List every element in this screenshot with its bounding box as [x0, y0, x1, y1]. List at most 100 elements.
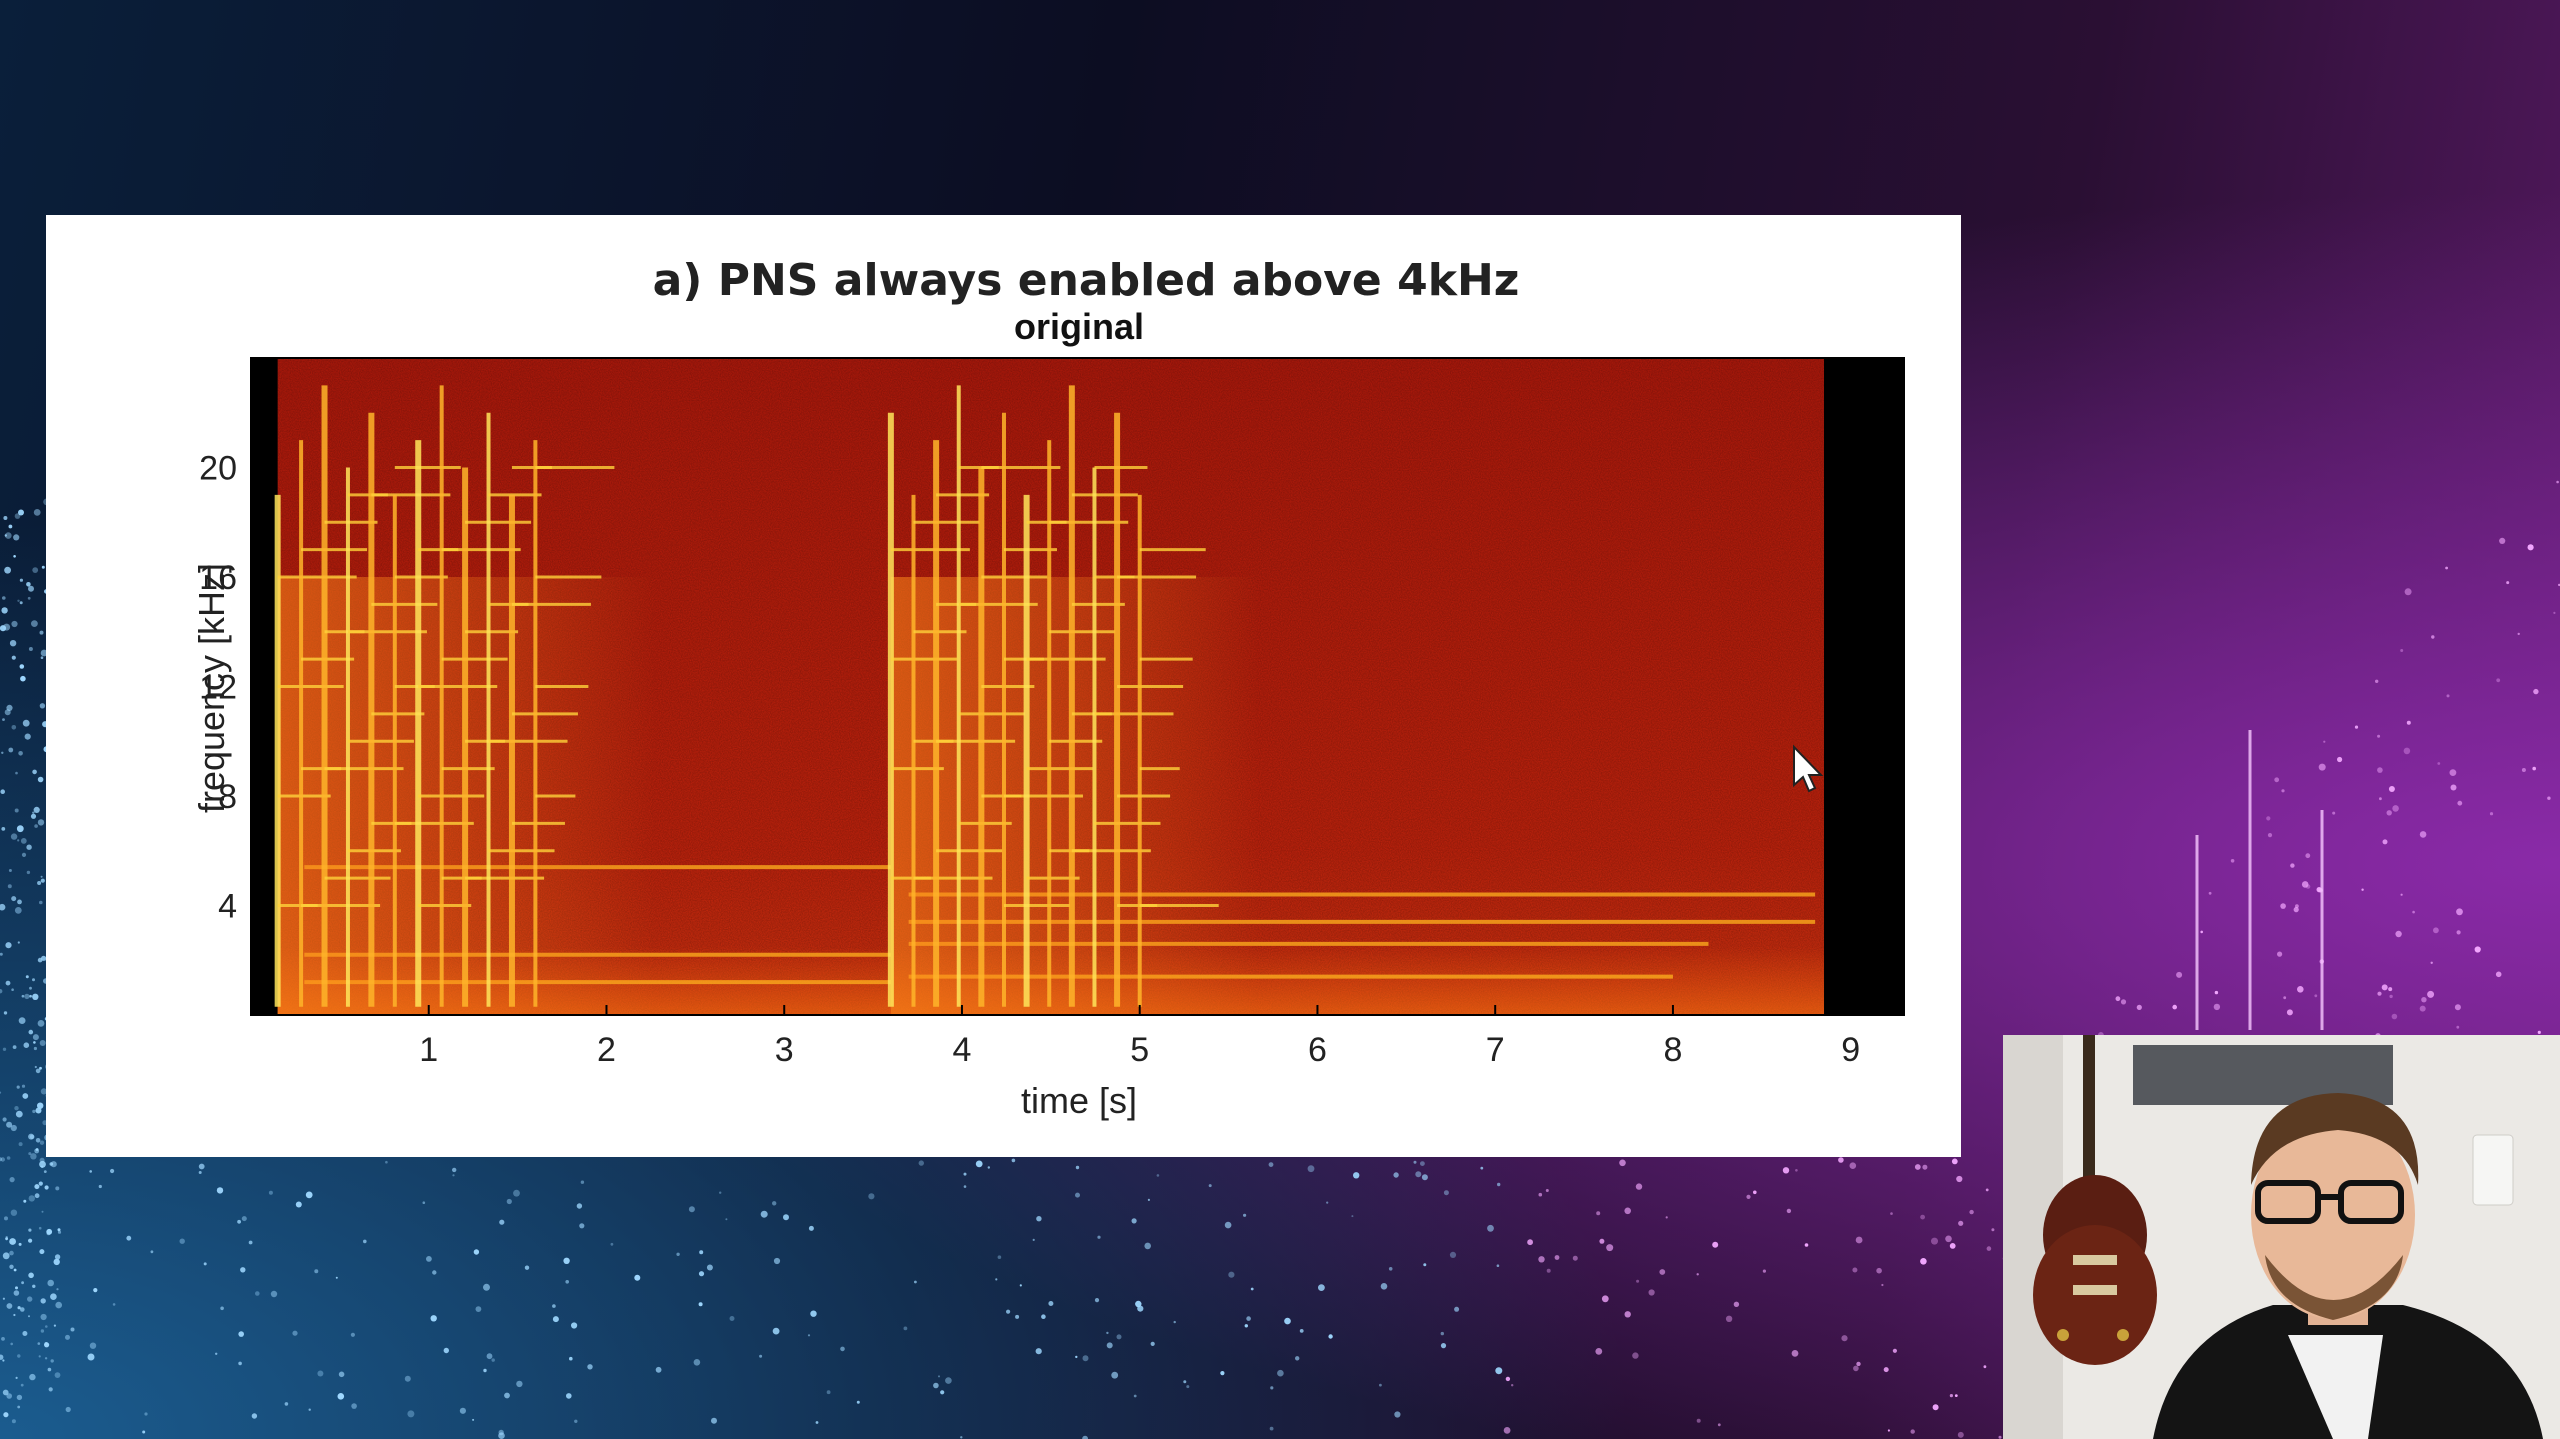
particle-dot: [26, 582, 31, 587]
particle-dot: [1379, 1383, 1382, 1387]
particle-dot: [40, 656, 44, 659]
particle-dot: [1116, 1334, 1122, 1340]
particle-dot: [40, 1165, 44, 1169]
particle-dot: [610, 1242, 614, 1246]
particle-dot: [808, 1225, 814, 1231]
particle-dot: [2506, 581, 2510, 585]
particle-dot: [997, 1255, 1002, 1259]
particle-dot: [12, 1045, 17, 1049]
particle-dot: [840, 1346, 845, 1352]
particle-dot: [2517, 632, 2520, 636]
particle-dot: [305, 1191, 313, 1199]
particle-dot: [220, 1306, 224, 1311]
particle-dot: [93, 1288, 98, 1293]
particle-dot: [2474, 946, 2481, 953]
particle-dot: [2316, 887, 2322, 893]
particle-dot: [1277, 1369, 1284, 1377]
particle-dot: [772, 1201, 777, 1206]
particle-dot: [2200, 930, 2203, 934]
particle-dot: [1954, 1394, 1958, 1397]
particle-dot: [28, 1315, 30, 1318]
particle-dot: [17, 599, 20, 602]
particle-dot: [215, 1352, 218, 1356]
particle-dot: [57, 1230, 62, 1234]
y-tick-label: 8: [218, 778, 237, 816]
particle-dot: [1601, 1295, 1609, 1303]
particle-dot: [1496, 1264, 1500, 1267]
particle-dot: [1421, 1174, 1428, 1181]
particle-dot: [1183, 1380, 1187, 1384]
particle-dot: [198, 1171, 202, 1174]
particle-dot: [18, 1017, 26, 1024]
particle-dot: [237, 1219, 242, 1224]
particle-dot: [1, 827, 6, 831]
particle-dot: [17, 1354, 21, 1358]
particle-dot: [2533, 688, 2539, 695]
particle-dot: [112, 1303, 116, 1306]
particle-dot: [475, 1306, 482, 1312]
particle-dot: [2495, 971, 2502, 978]
particle-dot: [2, 1389, 9, 1396]
particle-dot: [1958, 1220, 1964, 1226]
particle-dot: [2391, 1013, 2398, 1020]
particle-dot: [0, 903, 6, 911]
particle-dot: [1804, 1243, 1809, 1247]
particle-dot: [11, 620, 18, 628]
particle-dot: [404, 1375, 411, 1382]
particle-dot: [2403, 747, 2411, 755]
particle-dot: [422, 1201, 426, 1204]
particle-dot: [0, 1157, 2, 1162]
particle-dot: [1420, 1161, 1425, 1166]
particle-dot: [1351, 1215, 1354, 1218]
particle-dot: [8, 869, 12, 872]
particle-dot: [1795, 1169, 1798, 1172]
particle-dot: [4, 709, 11, 716]
particle-dot: [9, 1238, 16, 1245]
particle-dot: [1019, 1284, 1022, 1287]
particle-dot: [56, 1288, 59, 1291]
particle-dot: [34, 1184, 40, 1190]
particle-dot: [2295, 904, 2299, 909]
particle-dot: [498, 1429, 504, 1436]
particle-dot: [28, 585, 34, 592]
particle-dot: [2208, 891, 2212, 895]
particle-dot: [1883, 1367, 1889, 1373]
particle-dot: [1853, 1365, 1859, 1372]
particle-dot: [11, 655, 16, 660]
particle-dot: [338, 1371, 345, 1378]
particle-dot: [19, 601, 23, 605]
particle-dot: [26, 870, 31, 875]
particle-dot: [32, 1034, 39, 1041]
particle-dot: [571, 1322, 578, 1329]
particle-dot: [4, 566, 11, 574]
particle-dot: [20, 675, 26, 682]
particle-dot: [499, 1219, 505, 1225]
particle-dot: [28, 1133, 35, 1140]
slide: a) PNS always enabled above 4kHz origina…: [46, 215, 1961, 1157]
particle-dot: [22, 1093, 29, 1099]
particle-dot: [25, 975, 29, 979]
particle-dot: [2136, 1004, 2142, 1011]
particle-dot: [2274, 777, 2280, 783]
particle-dot: [363, 1239, 367, 1244]
particle-dot: [37, 1342, 41, 1345]
particle-dot: [1572, 1255, 1578, 1261]
particle-dot: [2301, 881, 2309, 888]
particle-dot: [295, 1201, 302, 1208]
particle-dot: [2323, 740, 2326, 743]
particle-dot: [23, 1042, 30, 1048]
particle-dot: [1147, 1198, 1150, 1201]
particle-dot: [2214, 990, 2219, 995]
particle-dot: [2361, 888, 2364, 891]
particle-dot: [1910, 1429, 1915, 1434]
particle-dot: [2277, 951, 2283, 957]
particle-dot: [2400, 893, 2403, 896]
particle-dot: [17, 1306, 21, 1310]
particle-dot: [2377, 734, 2381, 738]
particle-dot: [3, 516, 8, 520]
particle-dot: [34, 1065, 37, 1069]
particle-dot: [1505, 1376, 1511, 1382]
particle-dot: [1, 751, 4, 754]
particle-dot: [34, 824, 38, 828]
particle-dot: [1546, 1268, 1551, 1273]
